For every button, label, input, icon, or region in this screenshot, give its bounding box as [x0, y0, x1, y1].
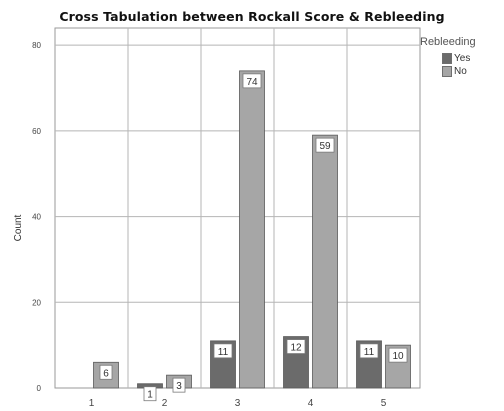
- y-axis-ticks: 0 20 40 60 80: [32, 41, 41, 393]
- bar-no-4: [312, 134, 338, 389]
- x-tick-label-3: 3: [235, 398, 241, 409]
- data-label-box-yes-2: [143, 386, 157, 402]
- data-label-yes-4: 12: [290, 343, 302, 354]
- plot-frame: [54, 27, 421, 389]
- y-tick-label-40: 40: [32, 213, 41, 222]
- y-tick-label-60: 60: [32, 127, 41, 136]
- data-label-yes-3: 11: [218, 347, 229, 358]
- data-label-box-no-5: [388, 347, 408, 363]
- data-label-no-5: 10: [392, 351, 404, 362]
- data-label-box-yes-5: [359, 343, 379, 359]
- data-label-box-yes-3: [213, 343, 233, 359]
- data-label-no-1: 6: [103, 368, 109, 379]
- legend: Rebleeding Yes No: [420, 36, 504, 77]
- legend-swatch-no: [442, 66, 452, 77]
- legend-label-no: No: [454, 66, 467, 77]
- x-tick-label-4: 4: [308, 398, 314, 409]
- y-tick-label-80: 80: [32, 41, 41, 50]
- data-label-box-yes-4: [286, 339, 306, 354]
- data-label-box-no-4: [315, 137, 335, 153]
- legend-label-yes: Yes: [454, 53, 471, 64]
- y-tick-label-20: 20: [32, 298, 41, 307]
- y-tick-label-0: 0: [37, 384, 42, 393]
- x-tick-label-5: 5: [381, 398, 387, 409]
- data-label-no-2: 3: [176, 381, 182, 392]
- data-label-yes-2: 1: [147, 390, 153, 401]
- data-label-box-no-3: [242, 73, 262, 89]
- x-tick-label-2: 2: [162, 398, 168, 409]
- data-label-box-no-1: [99, 364, 113, 380]
- legend-item-yes: Yes: [442, 53, 504, 64]
- data-label-no-4: 59: [319, 141, 331, 152]
- legend-title: Rebleeding: [420, 36, 476, 48]
- x-tick-label-1: 1: [89, 398, 95, 409]
- legend-item-no: No: [442, 66, 504, 77]
- chart-title: Cross Tabulation between Rockall Score &…: [59, 9, 445, 24]
- bar-no-3: [239, 70, 265, 389]
- y-axis-label: Count: [13, 214, 24, 241]
- data-label-box-no-2: [172, 377, 186, 393]
- data-label-yes-5: 11: [364, 347, 375, 358]
- x-axis-ticks: 1 2 3 4 5: [89, 398, 387, 409]
- data-labels: 6 1 3 11 74 12 59 11 10: [99, 73, 408, 402]
- gridlines: [55, 28, 420, 388]
- legend-swatch-yes: [442, 53, 452, 64]
- data-label-no-3: 74: [246, 77, 258, 88]
